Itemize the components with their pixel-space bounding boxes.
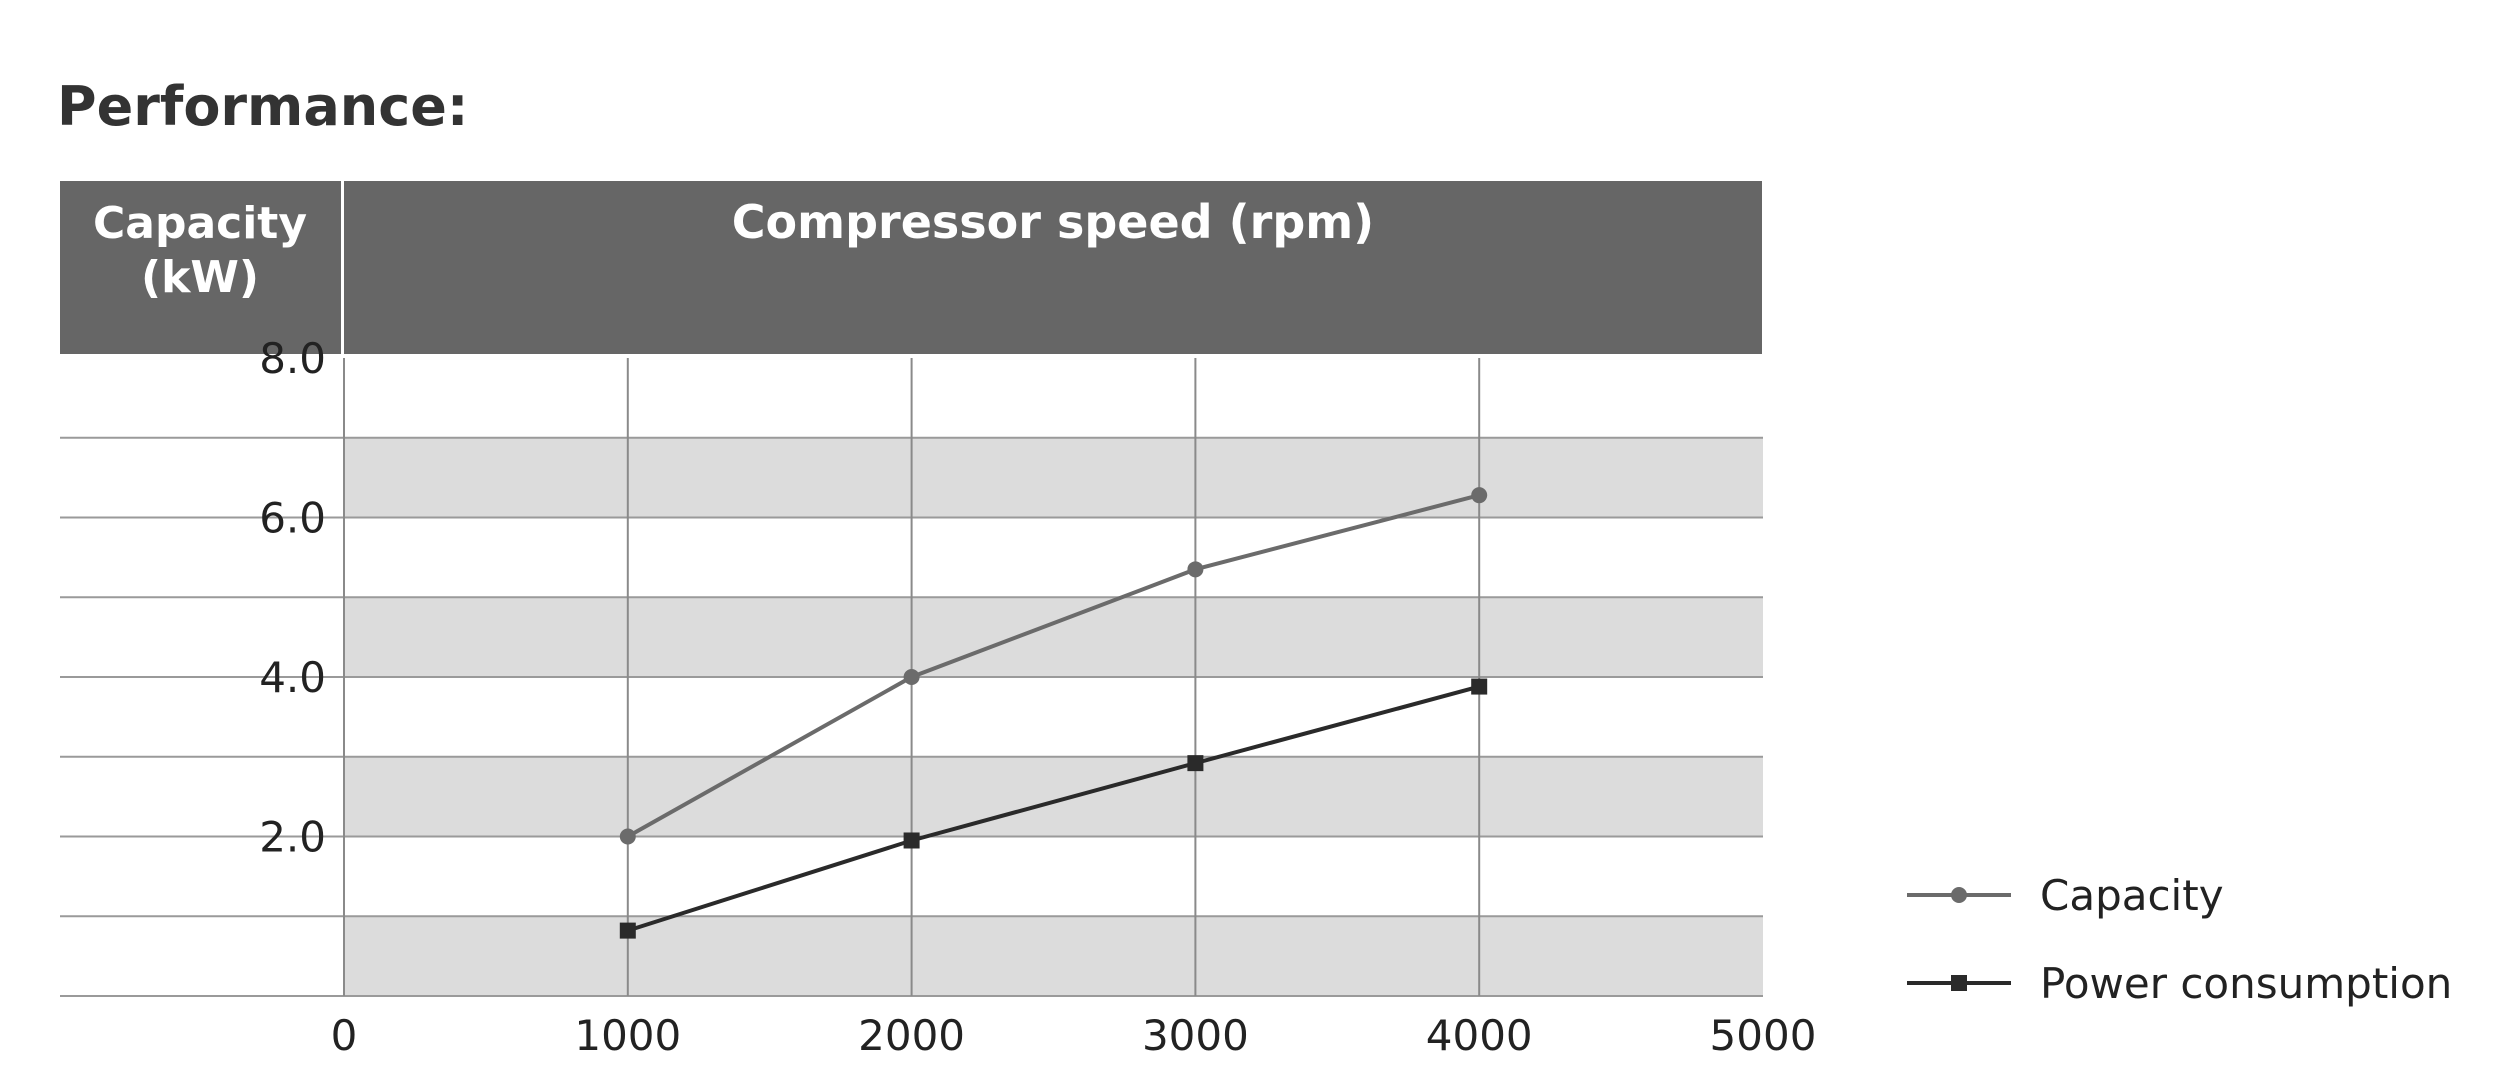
series-point-1	[1187, 755, 1204, 772]
x-tick-label: 4000	[1426, 1011, 1533, 1060]
x-tick-label: 0	[331, 1011, 358, 1060]
chart-band	[344, 916, 1763, 996]
y-tick-labels: 8.0 6.0 4.0 2.0	[259, 334, 326, 862]
legend-marker	[1951, 887, 1967, 903]
legend-marker	[1951, 975, 1967, 991]
series-line-1	[627, 684, 1480, 933]
x-tick-label: 2000	[858, 1011, 965, 1060]
series-point-0	[1187, 561, 1204, 578]
y-tick-label: 6.0	[259, 494, 326, 543]
legend-label: Power consumption	[2040, 959, 2452, 1008]
header-right-label: Compressor speed (rpm)	[732, 195, 1374, 249]
y-tick-label: 4.0	[259, 653, 326, 702]
x-tick-labels: 0 1000 2000 3000 4000 5000	[331, 1011, 1817, 1060]
header-right-bar	[344, 181, 1762, 354]
series-line-0	[626, 493, 1480, 839]
header-left-bar	[60, 181, 341, 354]
chart-band	[344, 756, 1763, 837]
series-point-1	[903, 832, 920, 849]
chart-band	[344, 437, 1763, 518]
x-tick-label: 3000	[1142, 1011, 1249, 1060]
chart-bands	[344, 437, 1763, 996]
header-left-line2: (kW)	[141, 252, 259, 303]
header-left-line1: Capacity	[93, 198, 307, 249]
chart-legend: Capacity Power consumption	[1907, 871, 2452, 1008]
y-tick-label: 8.0	[259, 334, 326, 383]
series-point-0	[1471, 487, 1488, 504]
legend-label: Capacity	[2040, 871, 2224, 920]
series-point-0	[619, 828, 636, 845]
series-point-0	[903, 669, 920, 685]
page-title: Performance:	[57, 75, 469, 138]
chart-band	[344, 597, 1763, 677]
series-point-1	[1471, 678, 1488, 695]
x-tick-label: 5000	[1710, 1011, 1817, 1060]
series-point-1	[619, 922, 636, 939]
x-tick-label: 1000	[574, 1011, 681, 1060]
y-tick-label: 2.0	[259, 813, 326, 862]
chart-series	[619, 487, 1488, 939]
